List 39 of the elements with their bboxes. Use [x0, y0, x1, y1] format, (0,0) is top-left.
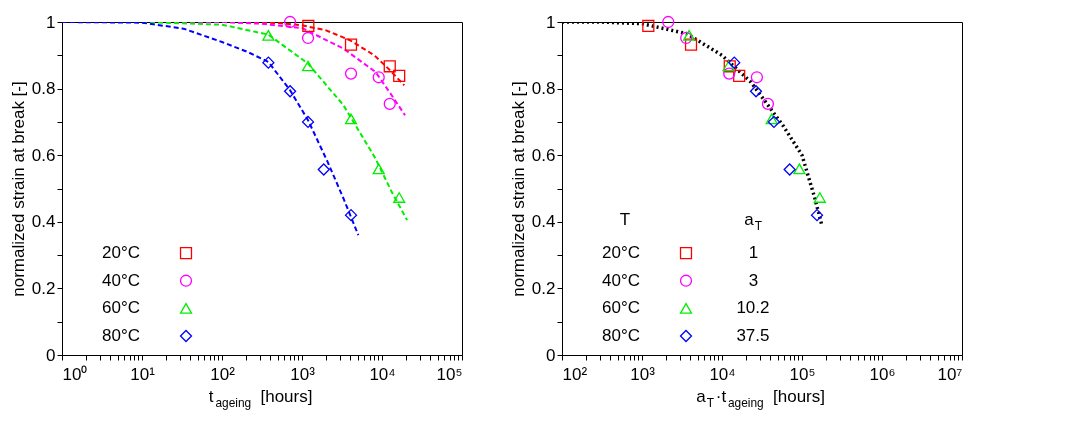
legend-label: 60°C: [102, 298, 140, 318]
legend-title: T: [619, 209, 631, 229]
x-tick-label: 10²: [562, 364, 588, 384]
legend-label: 20°C: [602, 243, 640, 263]
y-tick-label: 0.8: [531, 79, 556, 99]
y-axis-title: normalized strain at break [-]: [508, 81, 528, 297]
y-tick-label: 0.2: [531, 278, 556, 298]
x-tick-label: 10¹: [130, 364, 156, 384]
x-tick-label: 10⁴: [709, 364, 736, 384]
y-tick-label: 0.6: [31, 145, 56, 165]
legend-label: 40°C: [602, 270, 640, 290]
annotation: 10.2: [736, 298, 770, 318]
y-tick-label: 0.6: [531, 145, 556, 165]
y-tick-label: 1: [46, 12, 56, 32]
legend-label: 20°C: [102, 243, 140, 263]
legend-label: 80°C: [102, 326, 140, 346]
y-tick-label: 1: [546, 12, 556, 32]
y-tick-label: 0.4: [531, 212, 556, 232]
x-tick-label: 10⁴: [369, 364, 396, 384]
legend-label: 80°C: [602, 326, 640, 346]
x-tick-label: 10³: [290, 364, 316, 384]
x-tick-label: 10⁵: [436, 364, 463, 384]
annotation: 3: [748, 270, 759, 290]
annotation: 37.5: [736, 326, 770, 346]
x-tick-label: 10²: [210, 364, 236, 384]
x-tick-label: 10⁵: [789, 364, 816, 384]
x-tick-label: 10⁰: [62, 364, 88, 384]
x-tick-label: 10⁶: [869, 364, 896, 384]
legend-label: 40°C: [102, 270, 140, 290]
y-tick-label: 0: [546, 345, 556, 365]
y-tick-label: 0.8: [31, 79, 56, 99]
y-tick-label: 0.4: [31, 212, 56, 232]
y-tick-label: 0.2: [31, 278, 56, 298]
x-tick-label: 10⁷: [937, 364, 963, 384]
x-tick-label: 10³: [630, 364, 656, 384]
y-tick-label: 0: [46, 345, 56, 365]
y-axis-title: normalized strain at break [-]: [8, 81, 28, 297]
legend-label: 60°C: [602, 298, 640, 318]
annotation: 1: [748, 243, 759, 263]
